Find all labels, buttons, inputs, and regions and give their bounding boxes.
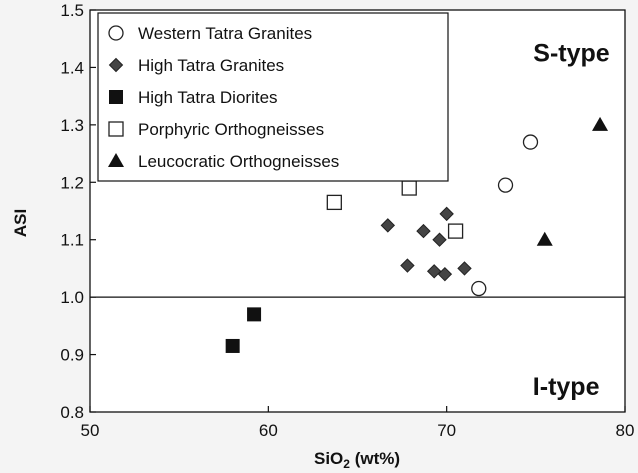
- legend-marker-porphyric-orthogneisses: [108, 121, 124, 137]
- i-type-region-label: I-type: [533, 373, 600, 401]
- tick-layer: 50 60 70 80 0.8 0.9 1.0 1.1 1.2 1.3 1.4 1.5: [60, 1, 634, 440]
- legend-entry-label: High Tatra Diorites: [138, 88, 278, 107]
- point-western-tatra-granites: [522, 134, 539, 150]
- legend-marker-leucocratic-orthogneisses: [108, 153, 124, 167]
- point-western-tatra-granites: [497, 177, 514, 193]
- y-tick-label: 1.4: [60, 58, 84, 77]
- point-high-tatra-granites: [400, 258, 415, 273]
- legend-entry-label: High Tatra Granites: [138, 56, 284, 75]
- y-tick-label: 0.8: [60, 403, 84, 422]
- y-axis-label: ASI: [11, 209, 30, 237]
- y-tick-label: 1.2: [60, 173, 84, 192]
- x-axis-label: SiO2 (wt%): [314, 449, 400, 471]
- y-tick-label: 1.0: [60, 288, 84, 307]
- x-axis-label-main: SiO: [314, 449, 343, 468]
- y-tick-label: 0.9: [60, 346, 84, 365]
- point-porphyric-orthogneisses: [326, 194, 342, 211]
- point-high-tatra-diorites: [225, 338, 240, 353]
- data-points-layer: [225, 116, 609, 353]
- point-high-tatra-granites: [437, 266, 453, 282]
- legend-entry-label: Western Tatra Granites: [138, 24, 312, 43]
- x-tick-label: 60: [259, 421, 278, 440]
- x-tick-label: 80: [616, 421, 635, 440]
- s-type-region-label: S-type: [533, 40, 610, 68]
- x-axis-label-unit: (wt%): [350, 449, 400, 468]
- point-high-tatra-granites: [416, 223, 431, 239]
- legend-marker-high-tatra-granites: [108, 57, 124, 73]
- x-axis-label-subscript: 2: [343, 457, 350, 471]
- legend-box: [97, 12, 449, 182]
- legend-marker-western-tatra-granites: [108, 25, 124, 41]
- legend-marker-high-tatra-diorites: [109, 90, 123, 104]
- point-high-tatra-granites: [426, 264, 442, 279]
- point-leucocratic-orthogneisses: [536, 231, 553, 246]
- region-annotations: S-type I-type: [533, 40, 610, 401]
- point-leucocratic-orthogneisses: [592, 116, 609, 131]
- point-high-tatra-diorites: [247, 307, 262, 322]
- y-tick-label: 1.3: [60, 116, 84, 135]
- legend-entry-label: Porphyric Orthogneisses: [138, 120, 324, 139]
- x-tick-label: 50: [81, 421, 100, 440]
- y-tick-label: 1.5: [60, 1, 84, 20]
- y-tick-label: 1.1: [60, 231, 84, 250]
- point-western-tatra-granites: [471, 280, 487, 297]
- x-tick-label: 70: [437, 421, 456, 440]
- legend: Western Tatra Granites High Tatra Granite…: [97, 12, 449, 182]
- point-high-tatra-granites: [439, 206, 454, 222]
- point-high-tatra-granites: [380, 218, 396, 233]
- point-high-tatra-granites: [432, 232, 447, 247]
- legend-entry-label: Leucocratic Orthogneisses: [138, 152, 339, 171]
- point-porphyric-orthogneisses: [447, 223, 464, 239]
- point-high-tatra-granites: [457, 261, 472, 276]
- point-porphyric-orthogneisses: [401, 180, 417, 196]
